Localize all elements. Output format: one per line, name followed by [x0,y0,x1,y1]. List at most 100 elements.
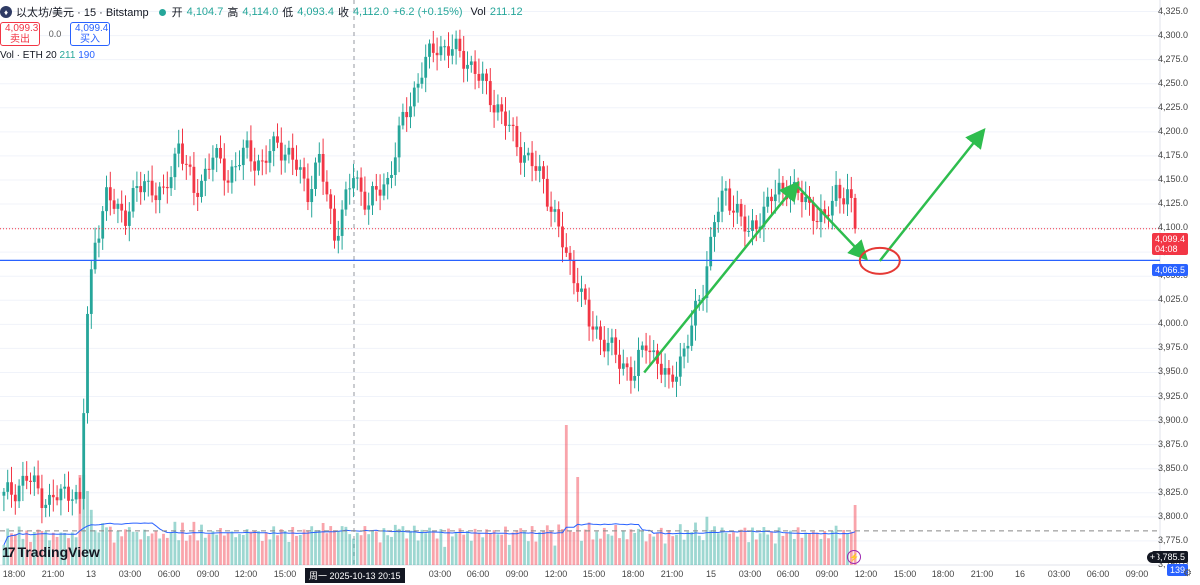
candle [538,166,542,171]
candle [614,337,618,355]
volume-bar [352,538,355,565]
candle [492,105,496,113]
candle [751,220,754,231]
buy-button[interactable]: 4,099.4 买入 [70,22,110,46]
candle [36,475,40,489]
time-tick: 12:00 [854,569,878,579]
volume-bar [108,526,112,565]
volume-bar [667,530,671,565]
candle [705,266,709,298]
candle [135,186,139,189]
candle [675,376,678,382]
candle [162,186,165,188]
candle [827,214,830,216]
volume-label: Vol [470,6,486,18]
price-tick: 3,850.0 [1157,462,1188,473]
candle [743,216,747,232]
volume-bar [808,533,811,565]
volume-bar [675,534,678,565]
sell-button[interactable]: 4,099.3 卖出 [0,22,40,46]
time-tick: 18:00 [931,569,955,579]
time-tick: 03:00 [118,569,142,579]
volume-bar [135,532,139,565]
time-tick: 03:00 [428,569,452,579]
volume-bar [770,531,773,565]
volume-bar [200,524,203,565]
candle [283,154,287,161]
volume-bar [804,532,808,565]
candle [500,104,504,112]
candle [507,124,511,126]
candle [63,486,67,489]
candle [93,242,97,270]
volume-bar [363,526,367,565]
price-tick: 4,325.0 [1157,5,1188,16]
symbol-title[interactable]: 以太坊/美元 · 15 · Bitstamp [16,7,149,19]
candle [519,147,523,163]
volume-bar [644,541,648,565]
candle [44,504,48,509]
volume-bar [424,533,428,565]
candle [112,200,116,209]
candle [120,203,124,211]
volume-bar [276,535,279,565]
price-tick: 3,825.0 [1157,486,1188,497]
gear-icon[interactable]: ⚙ [1183,568,1192,579]
candle [333,208,336,241]
volume-bar [241,534,245,565]
candle [386,177,390,185]
buy-label: 买入 [80,34,100,45]
volume-bar [359,535,363,565]
target-circle [858,246,901,275]
candle [694,300,697,326]
volume-bar [374,531,378,565]
volume-bar [496,534,500,565]
candle [249,140,253,162]
candle [344,189,348,210]
volume-bar [762,527,766,565]
candle [40,488,44,509]
candle [59,488,63,501]
volume-bar [747,542,751,565]
candle [177,143,181,154]
candle [321,153,325,182]
candle [268,151,272,163]
volume-bar [815,532,819,565]
candle [739,203,743,217]
volume-bar [310,526,314,565]
plus-icon[interactable]: + [1147,552,1158,563]
candle [89,269,93,314]
candle [447,46,450,56]
candle [561,226,564,248]
volume-bar [640,530,644,565]
candle [534,166,538,171]
time-tick: 06:00 [157,569,181,579]
candle [264,160,268,163]
candle [690,325,694,346]
volume-bar [637,528,640,565]
volume-bar [614,525,618,565]
candle [401,111,405,126]
volume-indicator-legend[interactable]: Vol · ETH 20 211 190 [0,50,95,61]
candle [428,43,431,57]
candle [86,313,89,414]
volume-bar [781,535,785,565]
volume-bar [245,529,249,565]
candle [450,49,454,56]
volume-bar [697,535,701,565]
volume-bar [329,526,333,565]
time-tick: 06:00 [776,569,800,579]
volume-bar [333,530,336,565]
volume-bar [473,528,477,565]
candle [671,374,675,382]
candle [412,87,416,107]
lightning-icon[interactable]: ⚡ [847,550,861,564]
candle [397,125,401,158]
trade-panel: 4,099.3 卖出 0.0 4,099.4 买入 [0,22,110,46]
volume-bar [158,538,162,565]
volume-bar [249,531,253,565]
volume-bar [678,524,682,565]
candle [496,104,500,113]
price-tick: 3,950.0 [1157,366,1188,377]
